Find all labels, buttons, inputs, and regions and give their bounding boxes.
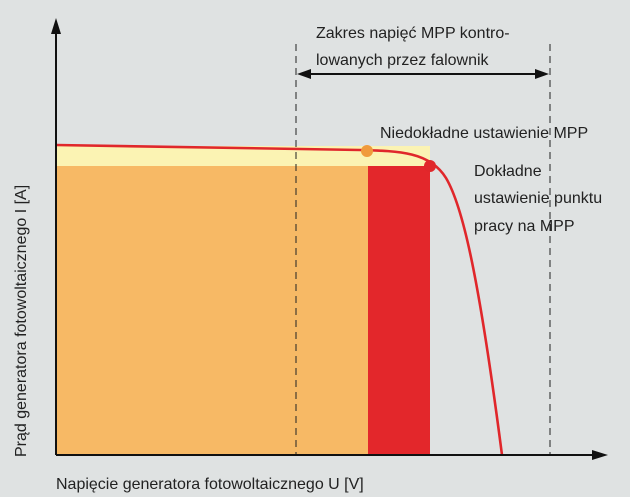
mpp-range-label-line2: lowanych przez falownik [316, 52, 490, 69]
mpp-range-arrow-left-head [297, 69, 311, 79]
iv-curve [55, 143, 504, 456]
inaccurate-mpp-label: Niedokładne ustawienie MPP [380, 125, 588, 142]
accurate-mpp-label-line1: Dokładne [474, 163, 542, 180]
accurate-mpp-label-line3: pracy na MPP [474, 218, 574, 235]
power-area-inaccurate [56, 166, 368, 455]
x-axis-label: Napięcie generatora fotowoltaicznego U [… [56, 476, 364, 493]
mpp-range-label-line1: Zakres napięć MPP kontro- [316, 25, 510, 42]
current-band [56, 146, 430, 166]
mpp-range-arrow-right-head [535, 69, 549, 79]
y-axis-label: Prąd generatora fotowoltaicznego I [A] [13, 185, 30, 457]
power-gain-accurate [368, 166, 430, 455]
accurate-mpp-point [424, 160, 436, 172]
accurate-mpp-label-line2: ustawienie punktu [474, 190, 602, 207]
x-axis-arrow [592, 450, 608, 460]
y-axis-arrow [51, 18, 61, 34]
inaccurate-mpp-point [361, 145, 373, 157]
